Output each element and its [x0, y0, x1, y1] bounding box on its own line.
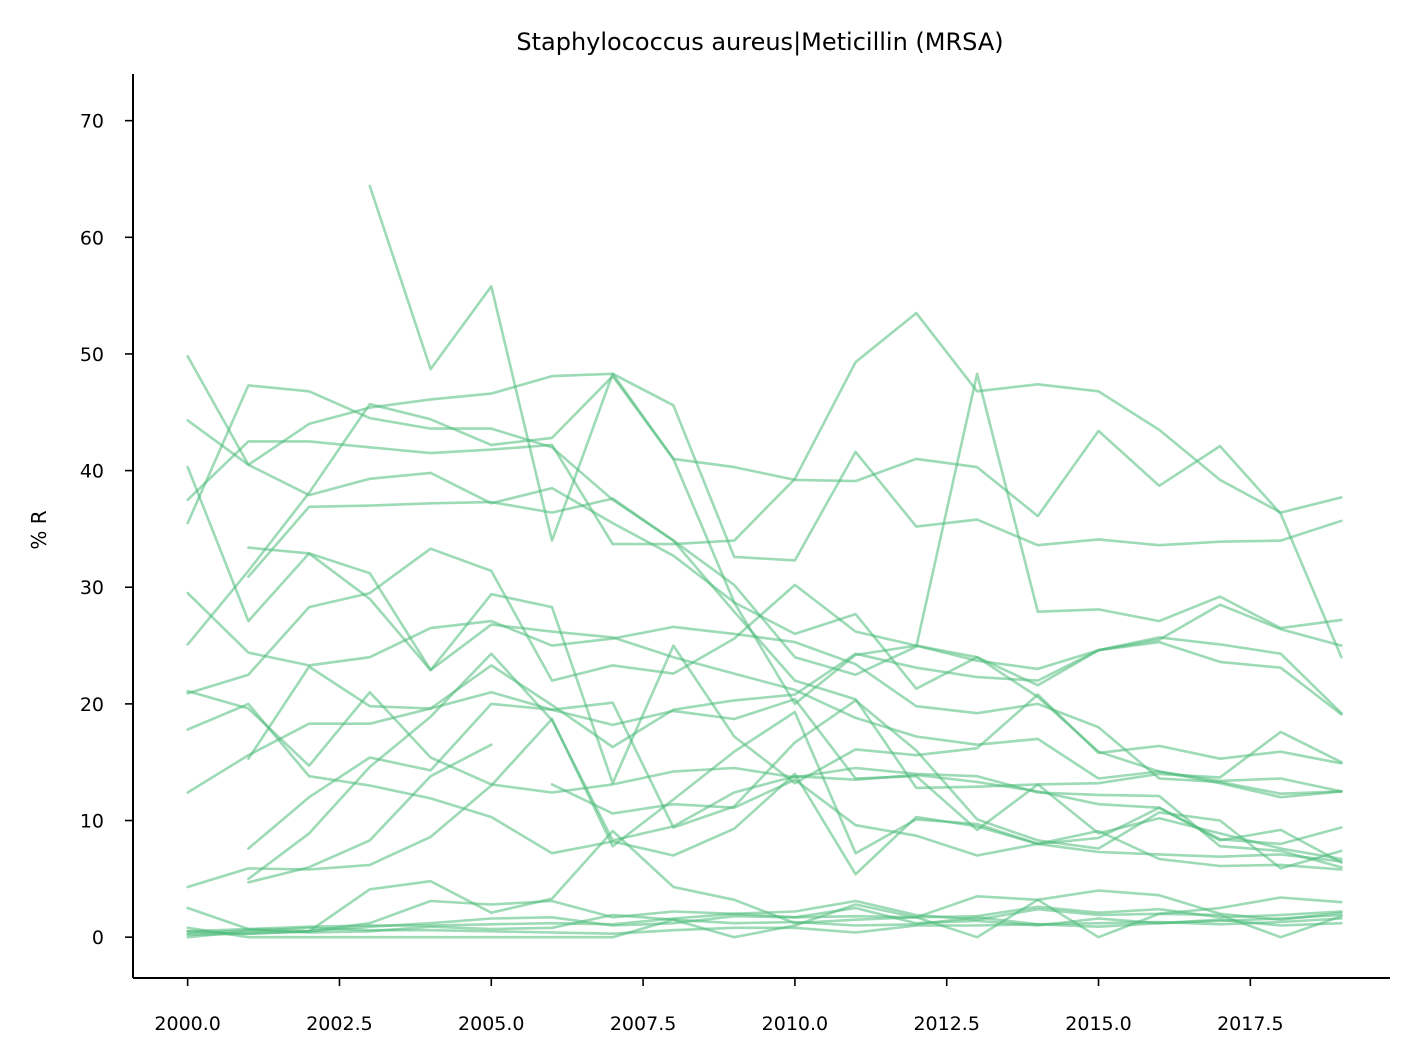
x-tick-label: 2005.0 [458, 1013, 524, 1035]
series-line-9 [247, 497, 1343, 790]
series-line-14 [186, 702, 1343, 876]
y-tick-label: 40 [80, 461, 104, 483]
series-line-26 [186, 905, 1343, 933]
series-line-10 [368, 184, 1343, 716]
series-line-27 [186, 913, 1343, 936]
y-tick-label: 10 [80, 811, 104, 833]
series-line-16 [186, 603, 1343, 794]
series-line-21 [186, 829, 1343, 936]
x-tick-label: 2012.5 [913, 1013, 979, 1035]
x-tick-label: 2007.5 [610, 1013, 676, 1035]
series-line-8 [186, 374, 1343, 659]
x-tick-label: 2000.0 [154, 1013, 220, 1035]
series-line-17 [247, 743, 493, 884]
y-tick-label: 20 [80, 694, 104, 716]
x-tick-label: 2015.0 [1065, 1013, 1131, 1035]
x-tick-label: 2010.0 [762, 1013, 828, 1035]
y-tick-label: 30 [80, 577, 104, 599]
y-tick-label: 70 [80, 111, 104, 133]
y-tick-label: 0 [92, 927, 104, 949]
x-tick-label: 2017.5 [1217, 1013, 1283, 1035]
series-line-1 [186, 311, 1343, 546]
y-tick-label: 60 [80, 227, 104, 249]
series-line-2 [186, 354, 1343, 562]
series-line-3 [186, 465, 1343, 785]
x-axis: 2000.0 2002.5 2005.0 2007.5 2010.0 2012.5 2015… [154, 978, 1284, 1035]
series-line-4 [186, 419, 1343, 793]
series-line-5 [186, 372, 1343, 677]
y-axis-title: % R [27, 510, 51, 549]
series-layer [186, 184, 1343, 939]
y-tick-label: 50 [80, 344, 104, 366]
series-line-7 [186, 591, 1343, 796]
series-line-23 [186, 898, 1343, 939]
series-line-6 [247, 546, 1343, 799]
series-line-20 [550, 778, 1343, 871]
chart-title: Staphylococcus aureus|Meticillin (MRSA) [516, 28, 1003, 56]
series-line-19 [247, 699, 1343, 870]
series-line-12 [186, 547, 1343, 715]
x-tick-label: 2002.5 [306, 1013, 372, 1035]
series-line-22 [186, 896, 1343, 933]
y-axis: 0 10 20 30 40 50 60 70 [80, 111, 133, 949]
